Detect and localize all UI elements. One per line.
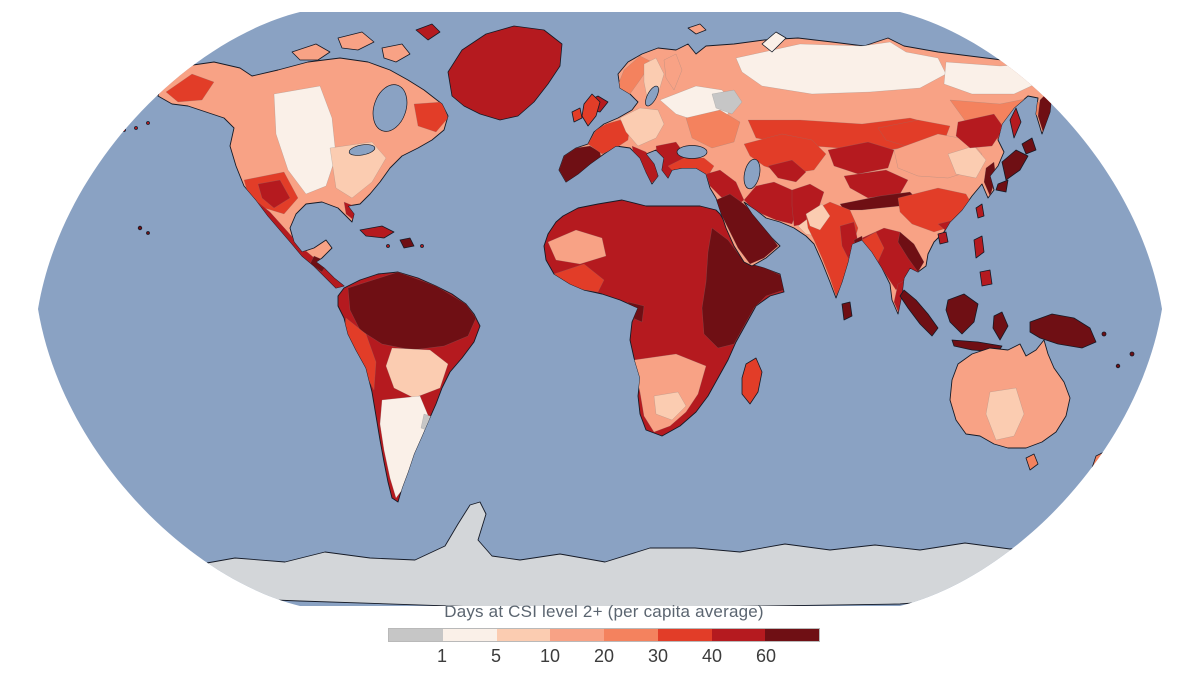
- australia-south: [985, 387, 1025, 441]
- legend-ticks: 1 5 10 20 30 40 60: [388, 646, 820, 668]
- arabia: [715, 193, 779, 265]
- black-sea: [676, 145, 708, 159]
- new-zealand-north: [1111, 433, 1129, 457]
- legend-swatch-1-5: [442, 629, 497, 641]
- korea: [983, 161, 997, 197]
- finland: [663, 53, 683, 91]
- bering-wrap-sliver: [1138, 70, 1172, 140]
- legend-tick-5: 5: [490, 646, 502, 666]
- chukotka: [1055, 61, 1087, 81]
- sahel-west: [547, 229, 607, 265]
- arctic-island-3: [381, 43, 411, 63]
- legend-swatch-40-60: [711, 629, 766, 641]
- legend-swatch-5-10: [496, 629, 551, 641]
- puerto-rico: [420, 244, 424, 248]
- legend-swatch-60+: [765, 629, 819, 641]
- legend-swatch-30-40: [657, 629, 712, 641]
- legend-tick-30: 30: [647, 646, 669, 666]
- aleutian-2: [122, 128, 126, 132]
- taiwan: [975, 203, 985, 219]
- vanuatu: [1115, 363, 1121, 369]
- arctic-island-1: [291, 43, 331, 61]
- central-europe: [619, 107, 665, 147]
- ukraine-steppe: [685, 109, 741, 149]
- india-northwest: [805, 203, 831, 231]
- hispaniola: [399, 237, 415, 249]
- us-east: [329, 141, 387, 199]
- philippines-luzon: [973, 235, 985, 259]
- madagascar: [741, 357, 763, 405]
- legend-tick-20: 20: [593, 646, 615, 666]
- sumatra: [899, 289, 939, 337]
- solomon-islands: [1101, 331, 1107, 337]
- legend-swatch-<1: [389, 629, 443, 641]
- great-lakes: [348, 144, 376, 156]
- legend: Days at CSI level 2+ (per capita average…: [388, 600, 820, 670]
- caspian-sea: [743, 158, 761, 190]
- legend-tick-1: 1: [436, 646, 448, 666]
- south-africa-interior: [653, 391, 687, 421]
- hudson-bay: [372, 84, 408, 132]
- ireland: [571, 107, 583, 123]
- legend-tick-60: 60: [755, 646, 777, 666]
- hawaii-2: [146, 231, 150, 235]
- japan-hokkaido: [1021, 137, 1037, 155]
- hawaii-1: [137, 225, 143, 231]
- sulawesi: [992, 311, 1009, 341]
- aleutian-1: [110, 125, 114, 129]
- quebec-labrador: [413, 101, 448, 133]
- brazil-central: [385, 347, 449, 399]
- philippines-mindanao: [979, 269, 993, 287]
- aleutian-3: [134, 126, 138, 130]
- moscow-region: [711, 89, 743, 115]
- fiji: [1129, 351, 1135, 357]
- alaska-interior: [165, 73, 215, 103]
- greenland: [447, 25, 563, 121]
- arctic-island-4: [415, 23, 441, 41]
- sri-lanka: [841, 301, 853, 321]
- japan-kyushu: [995, 179, 1009, 193]
- borneo: [945, 293, 979, 335]
- amazon-north: [347, 272, 477, 351]
- novaya-zemlya: [761, 31, 787, 53]
- us-southwest-core: [257, 179, 291, 209]
- baltic-sea: [645, 85, 659, 107]
- china-northeast: [955, 113, 1005, 149]
- cuba: [359, 225, 395, 239]
- hainan: [937, 231, 949, 245]
- uzbekistan: [767, 159, 807, 183]
- japan-honshu: [1001, 149, 1029, 181]
- vietnam: [897, 231, 925, 273]
- legend-tick-10: 10: [539, 646, 561, 666]
- legend-swatch-20-30: [604, 629, 658, 641]
- tasmania: [1025, 453, 1039, 471]
- new-guinea: [1029, 313, 1097, 349]
- legend-swatch-10-20: [550, 629, 604, 641]
- jamaica: [386, 244, 390, 248]
- legend-title: Days at CSI level 2+ (per capita average…: [444, 602, 764, 621]
- legend-bar: [388, 628, 820, 642]
- sakhalin: [1009, 107, 1022, 139]
- xinjiang: [827, 141, 895, 175]
- svalbard: [687, 23, 707, 35]
- canada-us-plains: [273, 85, 337, 195]
- legend-tick-40: 40: [701, 646, 723, 666]
- aleutian-4: [146, 121, 150, 125]
- arctic-island-2: [337, 31, 375, 51]
